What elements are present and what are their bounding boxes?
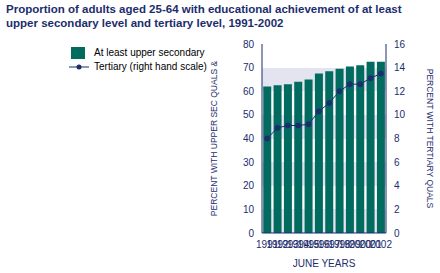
svg-text:12: 12 <box>394 86 406 97</box>
svg-text:16: 16 <box>394 39 406 50</box>
svg-text:50: 50 <box>243 109 255 120</box>
svg-text:PERCENT WITH UPPER SEC QUALS &: PERCENT WITH UPPER SEC QUALS & <box>209 61 219 217</box>
svg-text:20: 20 <box>243 180 255 191</box>
html-text:Proportion of adults aged 25-6: Proportion of adults aged 25-64 with edu… <box>6 3 402 29</box>
svg-text:8: 8 <box>394 133 400 144</box>
svg-text:10: 10 <box>394 109 406 120</box>
svg-text:2002: 2002 <box>370 239 393 250</box>
svg-text:4: 4 <box>394 180 400 191</box>
html-text:Tertiary (right hand scale): Tertiary (right hand scale) <box>94 61 207 72</box>
svg-text:0: 0 <box>248 228 254 239</box>
svg-text:14: 14 <box>394 62 406 73</box>
svg-text:40: 40 <box>243 133 255 144</box>
svg-text:JUNE YEARS: JUNE YEARS <box>293 258 356 269</box>
svg-text:10: 10 <box>243 204 255 215</box>
svg-text:6: 6 <box>394 157 400 168</box>
svg-text:0: 0 <box>394 228 400 239</box>
svg-text:2: 2 <box>394 204 400 215</box>
svg-text:PERCENT WITH TERTIARY QUALS: PERCENT WITH TERTIARY QUALS <box>425 69 432 209</box>
svg-text:60: 60 <box>243 86 255 97</box>
html-text:At least upper secondary: At least upper secondary <box>94 47 205 58</box>
svg-text:30: 30 <box>243 157 255 168</box>
svg-text:80: 80 <box>243 39 255 50</box>
svg-text:70: 70 <box>243 62 255 73</box>
